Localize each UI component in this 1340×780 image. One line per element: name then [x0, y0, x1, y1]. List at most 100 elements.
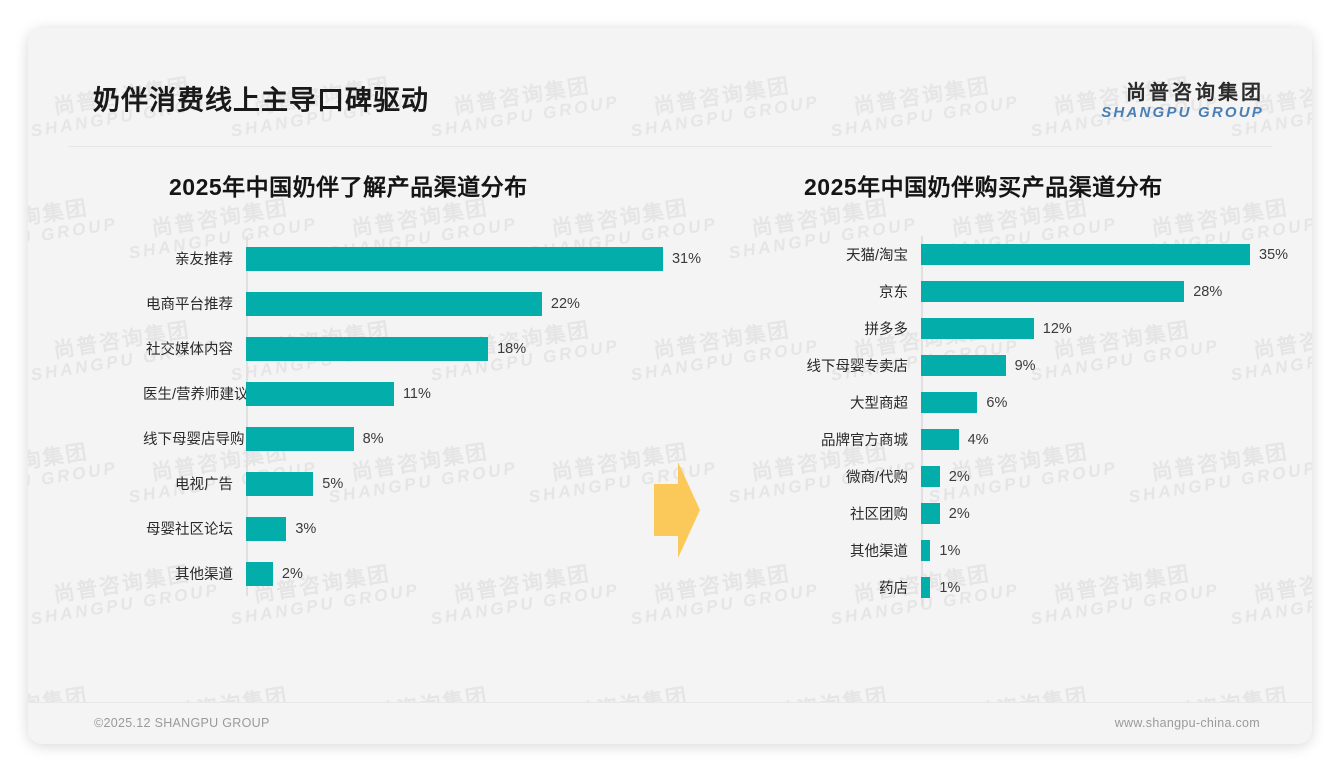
bar-track: 2% — [246, 561, 703, 586]
bar-category-label: 大型商超 — [850, 396, 908, 412]
bar-category-label: 母婴社区论坛 — [146, 522, 233, 538]
bar-value-label: 12% — [1042, 320, 1072, 337]
chart-bar-row: 线下母婴店导购 8% — [143, 416, 703, 461]
brand-logo: 尚普咨询集团 SHANGPU GROUP — [1101, 82, 1264, 122]
chart-bar-row: 电商平台推荐 22% — [143, 281, 703, 326]
bar-value-label: 1% — [939, 579, 961, 596]
chart-plot-purchase: 天猫/淘宝 35% 京东 28% 拼多多 12% 线下母婴专卖店 9% 大型商超 6% 品牌官方商城… — [776, 236, 1296, 606]
bar-value-label: 6% — [986, 394, 1008, 411]
bar-category-label: 亲友推荐 — [175, 252, 233, 268]
bar-fill — [921, 577, 931, 598]
bar-fill — [921, 392, 978, 413]
bar-track: 5% — [246, 471, 703, 496]
bar-value-label: 22% — [550, 295, 580, 312]
bar-list-awareness: 亲友推荐 31% 电商平台推荐 22% 社交媒体内容 18% 医生/营养师建议 11% 线下母婴… — [143, 236, 703, 596]
chart-title-awareness: 2025年中国奶伴了解产品渠道分布 — [169, 174, 528, 200]
bar-fill — [246, 291, 542, 316]
bar-value-label: 2% — [948, 505, 970, 522]
bar-track: 31% — [246, 246, 703, 271]
bar-category-label: 电商平台推荐 — [146, 297, 233, 313]
charts-area: 2025年中国奶伴了解产品渠道分布 亲友推荐 31% 电商平台推荐 22% 社交媒体内容… — [28, 168, 1312, 688]
bar-track: 22% — [246, 291, 703, 316]
chart-bar-row: 电视广告 5% — [143, 461, 703, 506]
bar-category-label: 其他渠道 — [850, 544, 908, 560]
chart-bar-row: 大型商超 6% — [776, 384, 1296, 421]
bar-value-label: 28% — [1193, 283, 1223, 300]
right-arrow-icon — [648, 456, 704, 564]
bar-fill — [921, 281, 1185, 302]
slide-header: 奶伴消费线上主导口碑驱动 尚普咨询集团 SHANGPU GROUP — [28, 28, 1312, 121]
bar-category-label: 社交媒体内容 — [146, 342, 233, 358]
header-divider — [68, 146, 1272, 147]
bar-track: 4% — [921, 429, 1296, 450]
chart-bar-row: 拼多多 12% — [776, 310, 1296, 347]
footer-bar: ©2025.12 SHANGPU GROUP www.shangpu-china… — [28, 702, 1312, 744]
bar-category-label: 线下母婴店导购 — [143, 432, 245, 448]
bar-value-label: 5% — [322, 475, 344, 492]
bar-fill — [921, 466, 940, 487]
bar-fill — [921, 318, 1034, 339]
brand-name-en: SHANGPU GROUP — [1101, 104, 1264, 121]
bar-category-label: 其他渠道 — [175, 567, 233, 583]
chart-bar-row: 其他渠道 2% — [143, 551, 703, 596]
chart-bar-row: 品牌官方商城 4% — [776, 421, 1296, 458]
bar-fill — [921, 355, 1006, 376]
chart-bar-row: 微商/代购 2% — [776, 458, 1296, 495]
bar-value-label: 31% — [671, 250, 701, 267]
slide-card: 尚普咨询集团 SHANGPU GROUP 尚普咨询集团 SHANGPU GROUP 尚普… — [28, 28, 1312, 744]
bar-track: 1% — [921, 577, 1296, 598]
chart-bar-row: 其他渠道 1% — [776, 532, 1296, 569]
bar-category-label: 天猫/淘宝 — [845, 248, 908, 264]
bar-category-label: 医生/营养师建议 — [143, 387, 249, 403]
page-title: 奶伴消费线上主导口碑驱动 — [93, 85, 429, 116]
bar-track: 28% — [921, 281, 1296, 302]
chart-bar-row: 线下母婴专卖店 9% — [776, 347, 1296, 384]
bar-fill — [246, 426, 354, 451]
chart-bar-row: 社区团购 2% — [776, 495, 1296, 532]
bar-category-label: 拼多多 — [864, 322, 909, 338]
bar-value-label: 2% — [948, 468, 970, 485]
bar-category-label: 微商/代购 — [845, 470, 908, 486]
chart-axis-line — [246, 236, 248, 596]
bar-track: 11% — [246, 381, 703, 406]
chart-title-purchase: 2025年中国奶伴购买产品渠道分布 — [804, 174, 1163, 200]
bar-value-label: 11% — [402, 385, 431, 402]
bar-fill — [921, 540, 931, 561]
bar-fill — [246, 471, 314, 496]
bar-track: 35% — [921, 244, 1296, 265]
chart-bar-row: 亲友推荐 31% — [143, 236, 703, 281]
copyright-text: ©2025.12 SHANGPU GROUP — [94, 716, 270, 730]
website-link[interactable]: www.shangpu-china.com — [1114, 716, 1260, 730]
bar-category-label: 社区团购 — [850, 507, 908, 523]
chart-bar-row: 京东 28% — [776, 273, 1296, 310]
chart-panel-awareness: 2025年中国奶伴了解产品渠道分布 亲友推荐 31% 电商平台推荐 22% 社交媒体内容… — [143, 168, 703, 596]
bar-category-label: 京东 — [879, 285, 908, 301]
chart-bar-row: 药店 1% — [776, 569, 1296, 606]
bar-category-label: 线下母婴专卖店 — [806, 359, 909, 375]
bar-fill — [921, 244, 1250, 265]
bar-track: 9% — [921, 355, 1296, 376]
bar-fill — [921, 429, 959, 450]
bar-value-label: 4% — [967, 431, 989, 448]
bar-list-purchase: 天猫/淘宝 35% 京东 28% 拼多多 12% 线下母婴专卖店 9% 大型商超 6% 品牌官方商城… — [776, 236, 1296, 606]
bar-value-label: 9% — [1014, 357, 1036, 374]
chart-bar-row: 社交媒体内容 18% — [143, 326, 703, 371]
bar-fill — [246, 336, 489, 361]
bar-track: 2% — [921, 503, 1296, 524]
bar-track: 8% — [246, 426, 703, 451]
bar-fill — [921, 503, 940, 524]
chart-plot-awareness: 亲友推荐 31% 电商平台推荐 22% 社交媒体内容 18% 医生/营养师建议 11% 线下母婴… — [143, 236, 703, 596]
bar-category-label: 品牌官方商城 — [821, 433, 908, 449]
bar-category-label: 药店 — [879, 581, 908, 597]
chart-axis-line — [921, 236, 923, 606]
chart-bar-row: 医生/营养师建议 11% — [143, 371, 703, 416]
chart-bar-row: 天猫/淘宝 35% — [776, 236, 1296, 273]
chart-bar-row: 母婴社区论坛 3% — [143, 506, 703, 551]
bar-track: 1% — [921, 540, 1296, 561]
chart-panel-purchase: 2025年中国奶伴购买产品渠道分布 天猫/淘宝 35% 京东 28% 拼多多 12% 线下母… — [776, 168, 1296, 606]
bar-value-label: 2% — [281, 565, 303, 582]
bar-value-label: 3% — [295, 520, 317, 537]
bar-track: 6% — [921, 392, 1296, 413]
bar-fill — [246, 516, 287, 541]
bar-track: 12% — [921, 318, 1296, 339]
